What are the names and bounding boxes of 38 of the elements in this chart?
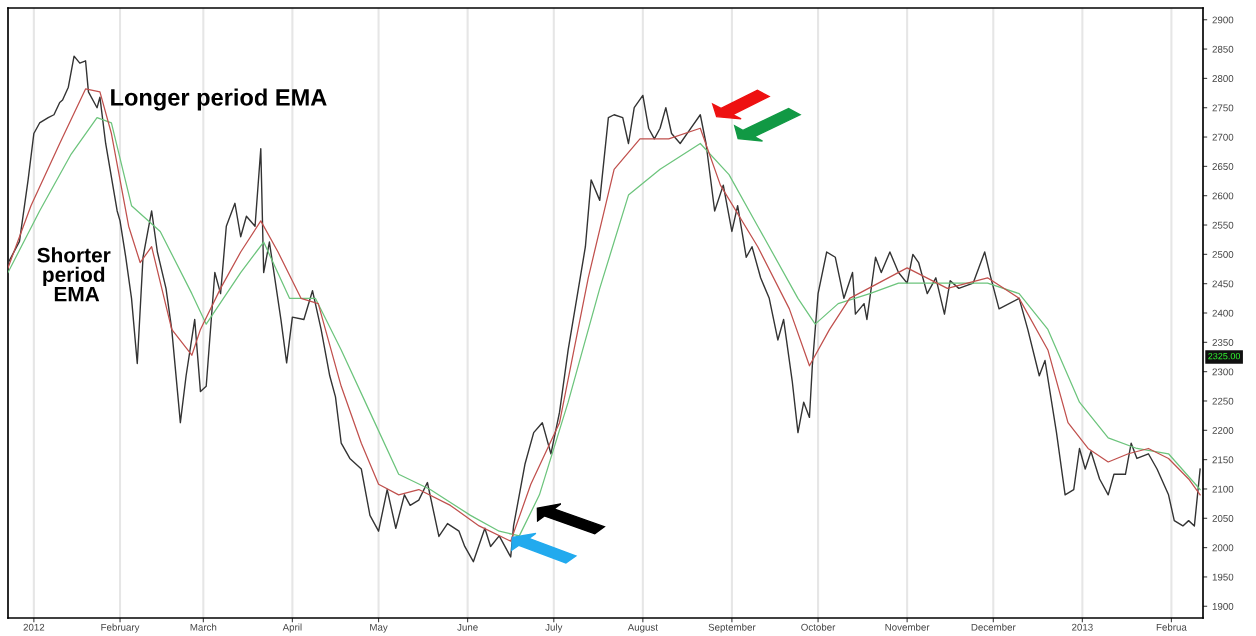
y-tick-label: 2850 <box>1212 45 1234 53</box>
y-tick-label: 2750 <box>1212 104 1234 112</box>
annotation: Shorter period EMA <box>37 247 111 302</box>
y-tick-label: 2500 <box>1212 251 1234 258</box>
x-tick-label: February <box>101 623 140 633</box>
text: 2325.00 <box>1208 352 1241 360</box>
x-tick-label: 2013 <box>1072 623 1093 631</box>
x-tick-label: April <box>282 623 302 633</box>
y-tick-label: 1950 <box>1212 573 1234 581</box>
y-tick-label: 2300 <box>1212 368 1234 376</box>
y-tick-label: 2250 <box>1212 397 1234 405</box>
y-tick-label: 2550 <box>1212 221 1234 229</box>
x-tick-label: September <box>708 623 756 633</box>
x-tick-label: Februa <box>1156 623 1187 631</box>
y-tick-label: 2700 <box>1212 133 1234 141</box>
x-tick-label: October <box>801 623 836 631</box>
x-tick-label: 2012 <box>23 623 45 631</box>
y-tick-label: 2200 <box>1212 427 1234 434</box>
y-tick-label: 2150 <box>1212 456 1234 464</box>
y-tick-label: 1900 <box>1212 603 1234 610</box>
x-tick-label: May <box>370 623 388 633</box>
y-tick-label: 2800 <box>1212 75 1234 82</box>
y-tick-label: 2900 <box>1212 16 1234 24</box>
y-tick-label: 2350 <box>1212 339 1234 346</box>
x-tick-label: March <box>190 623 217 631</box>
y-tick-label: 2000 <box>1212 544 1234 552</box>
annotation: Longer period EMA <box>111 88 327 111</box>
y-tick-label: 2050 <box>1212 515 1234 522</box>
y-tick-label: 2650 <box>1212 163 1234 170</box>
y-tick-label: 2400 <box>1212 309 1234 317</box>
x-tick-label: November <box>885 623 930 631</box>
x-tick-label: June <box>457 623 478 631</box>
x-tick-label: July <box>545 623 563 633</box>
y-tick-label: 2100 <box>1212 485 1234 493</box>
x-tick-label: December <box>971 623 1016 631</box>
y-tick-label: 2600 <box>1212 192 1234 200</box>
x-tick-label: August <box>627 623 658 633</box>
y-tick-label: 2450 <box>1212 280 1234 288</box>
